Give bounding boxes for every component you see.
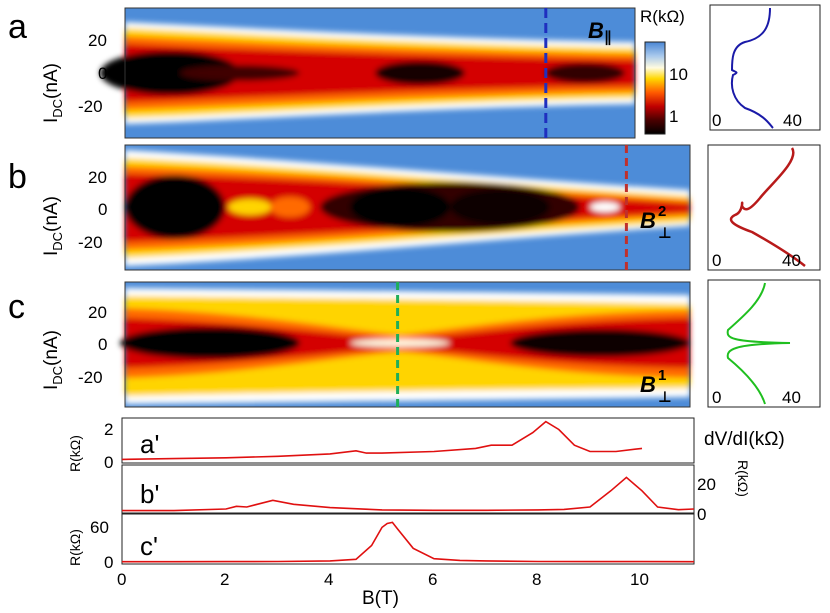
side-tick-a-0: 0 <box>712 111 721 130</box>
panel-label-c: c <box>8 288 25 326</box>
ylabel-a: IDC(nA) <box>41 63 65 123</box>
xtick-6: 6 <box>428 570 437 589</box>
colorbar-tick-10: 10 <box>669 65 688 84</box>
rlabel-ap: R(kΩ) <box>67 435 83 472</box>
side-trace-c <box>726 282 791 405</box>
ytick-b-m20: -20 <box>78 233 103 252</box>
side-xlabel: dV/dI(kΩ) <box>704 429 785 450</box>
svg-text:B: B <box>588 18 604 43</box>
ytick-c-m20: -20 <box>78 368 103 387</box>
svg-text:1: 1 <box>658 367 666 384</box>
ylabel-c: IDC(nA) <box>41 330 65 390</box>
svg-text:IDC(nA): IDC(nA) <box>41 330 65 390</box>
side-tick-b-0: 0 <box>712 251 721 270</box>
xtick-4: 4 <box>324 570 333 589</box>
side-trace-a <box>730 7 774 129</box>
line-panel-cp: c' 60 0 <box>90 513 695 572</box>
side-plot-a: 0 40 <box>709 4 821 131</box>
ytick-a-m20: -20 <box>78 97 103 116</box>
panel-label-ap: a' <box>140 429 159 459</box>
xtick-10: 10 <box>630 570 649 589</box>
ytick-ap-0: 0 <box>104 453 113 472</box>
heatmap-c <box>120 281 691 408</box>
svg-text:B: B <box>640 208 656 233</box>
ytick-ap-2: 2 <box>104 420 113 439</box>
side-tick-c-0: 0 <box>712 388 721 407</box>
svg-text:∥: ∥ <box>604 29 612 46</box>
ytick-bp-20: 20 <box>697 475 716 494</box>
ytick-a-0: 0 <box>98 64 107 83</box>
svg-text:IDC(nA): IDC(nA) <box>41 63 65 123</box>
svg-text:⊥: ⊥ <box>658 225 672 242</box>
side-tick-c-40: 40 <box>782 388 801 407</box>
ytick-c-0: 0 <box>98 335 107 354</box>
ytick-cp-0: 0 <box>104 553 113 572</box>
side-tick-a-40: 40 <box>783 111 802 130</box>
side-tick-b-40: 40 <box>782 251 801 270</box>
svg-text:IDC(nA): IDC(nA) <box>41 196 65 256</box>
heatmap-b-band <box>125 150 690 266</box>
xtick-2: 2 <box>220 570 229 589</box>
rlabel-cp: R(kΩ) <box>67 529 83 566</box>
trace-bp <box>122 476 695 512</box>
panel-label-bp: b' <box>140 479 159 509</box>
svg-text:⊥: ⊥ <box>658 389 672 406</box>
x-axis: 0 2 4 6 8 10 B(T) <box>117 570 649 609</box>
trace-ap <box>121 420 643 461</box>
ytick-cp-60: 60 <box>90 518 109 537</box>
side-plot-c: 0 40 <box>707 279 821 408</box>
panel-label-b: b <box>8 158 27 196</box>
ytick-a-20: 20 <box>88 31 107 50</box>
heatmap-a <box>100 7 636 139</box>
heatmap-b <box>124 144 691 271</box>
panel-label-cp: c' <box>140 531 158 561</box>
side-trace-b <box>729 147 806 267</box>
colorbar: R(kΩ) 10 1 <box>640 7 688 135</box>
field-label-b: B 2 ⊥ <box>640 203 672 242</box>
field-label-c: B 1 ⊥ <box>640 367 672 406</box>
xtick-8: 8 <box>532 570 541 589</box>
heatmap-c-band <box>120 288 690 404</box>
xtick-0: 0 <box>117 570 126 589</box>
svg-text:B: B <box>640 372 656 397</box>
line-panel-ap: a' 2 0 <box>104 417 695 472</box>
svg-text:2: 2 <box>658 203 666 220</box>
rlabel-bp: R(kΩ) <box>735 460 751 497</box>
colorbar-title: R(kΩ) <box>640 7 685 26</box>
field-label-a: B ∥ <box>588 18 612 46</box>
ytick-c-20: 20 <box>88 303 107 322</box>
ytick-b-0: 0 <box>98 200 107 219</box>
trace-cp <box>122 521 695 563</box>
panel-label-a: a <box>8 8 27 46</box>
colorbar-tick-1: 1 <box>669 107 678 126</box>
ytick-bp-0: 0 <box>697 505 706 524</box>
line-panel-bp: b' 20 0 <box>121 464 716 524</box>
ylabel-b: IDC(nA) <box>41 196 65 256</box>
x-axis-label: B(T) <box>362 588 399 609</box>
ytick-b-20: 20 <box>88 168 107 187</box>
heatmap-a-band <box>100 22 635 124</box>
side-plot-b: 0 40 <box>707 144 821 271</box>
